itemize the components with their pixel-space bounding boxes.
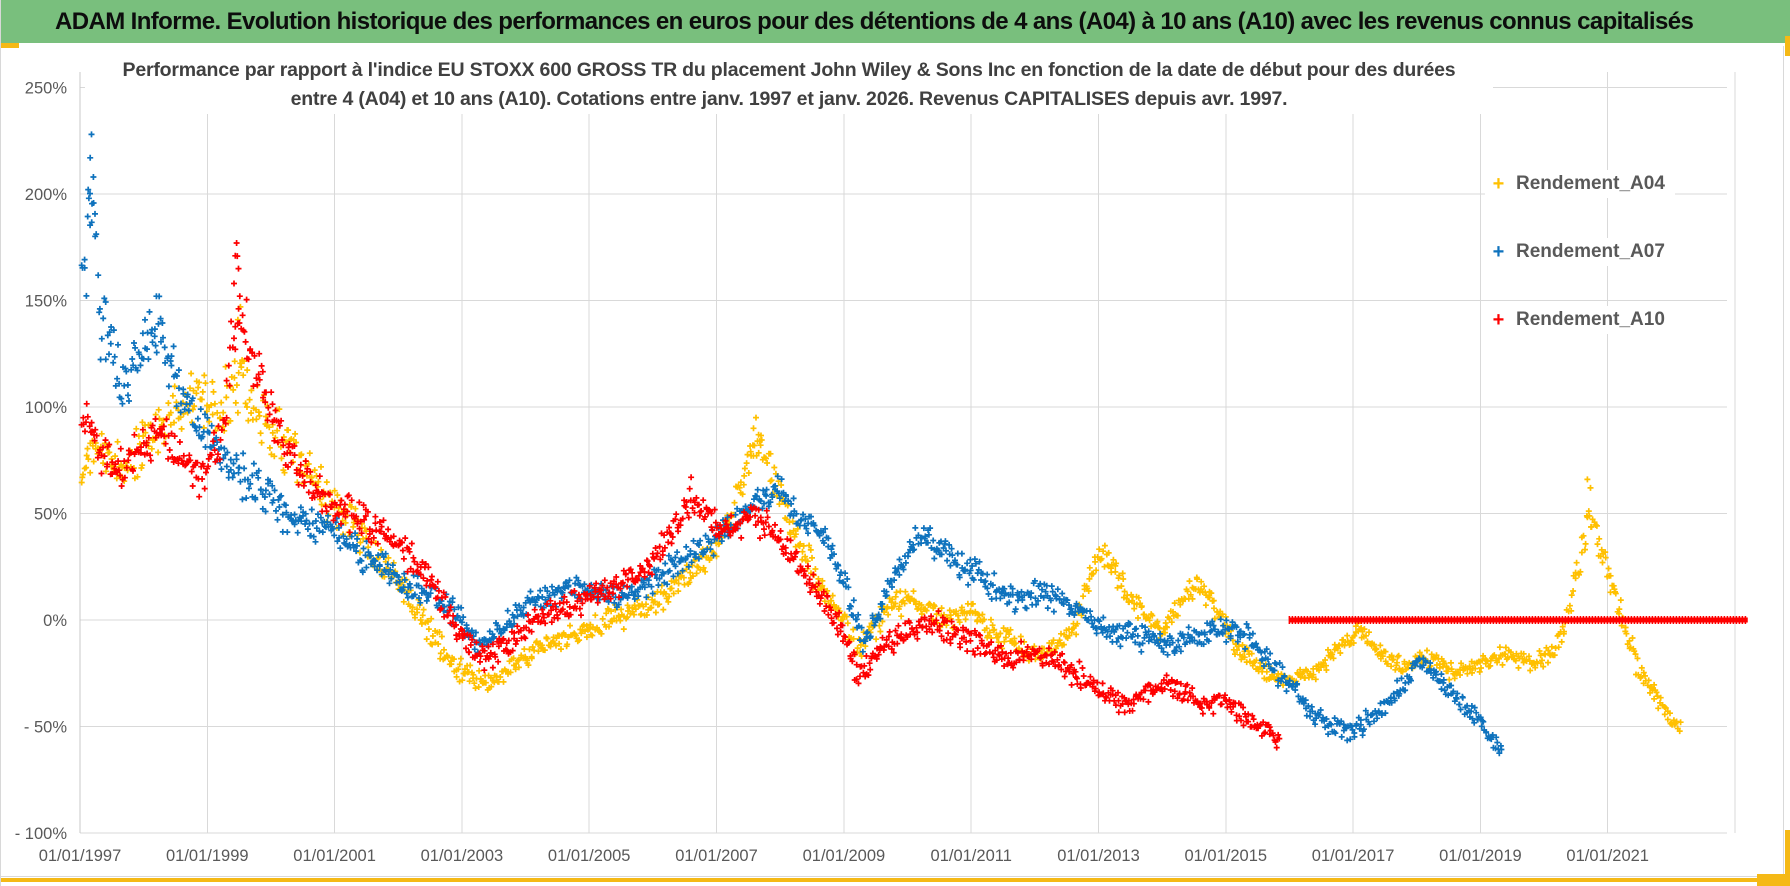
header-bar: ADAM Informe. Evolution historique des p… xyxy=(1,0,1790,43)
chart-border-bottom xyxy=(1,876,1790,877)
x-axis-tick-label: 01/01/2013 xyxy=(1057,847,1140,865)
y-axis-tick-label: 100% xyxy=(25,399,68,417)
legend-label-a10: Rendement_A10 xyxy=(1516,309,1665,330)
x-axis-tick-label: 01/01/1999 xyxy=(166,847,249,865)
y-axis-tick-label: - 100% xyxy=(15,825,68,843)
chart-title[interactable]: Performance par rapport à l'indice EU ST… xyxy=(85,56,1493,114)
y-axis-tick-label: - 50% xyxy=(24,719,67,737)
chart-border-right xyxy=(1783,46,1784,877)
legend-label-a04: Rendement_A04 xyxy=(1516,173,1665,194)
y-axis-tick-label: 250% xyxy=(25,80,68,98)
x-axis-tick-label: 01/01/1997 xyxy=(39,847,122,865)
x-axis-tick-label: 01/01/2005 xyxy=(548,847,631,865)
series-Rendement_A04[interactable] xyxy=(78,303,1684,735)
header-title: ADAM Informe. Evolution historique des p… xyxy=(55,7,1694,35)
plus-marker-a04-icon: + xyxy=(1492,173,1505,195)
legend-entry-rendement-a10[interactable]: + Rendement_A10 xyxy=(1485,306,1675,334)
x-axis-tick-label: 01/01/2007 xyxy=(675,847,758,865)
x-axis-tick-label: 01/01/2021 xyxy=(1566,847,1649,865)
y-axis-tick-label: 50% xyxy=(34,506,67,524)
x-axis-tick-label: 01/01/2011 xyxy=(931,847,1012,865)
selection-handle-top-right xyxy=(1785,36,1790,56)
x-axis-tick-label: 01/01/2001 xyxy=(293,847,376,865)
legend-entry-rendement-a04[interactable]: + Rendement_A04 xyxy=(1485,170,1675,198)
plus-marker-a07-icon: + xyxy=(1492,241,1505,263)
x-axis-tick-label: 01/01/2009 xyxy=(803,847,886,865)
selection-handle-top-left xyxy=(1,43,19,48)
y-axis-tick-label: 150% xyxy=(25,293,68,311)
legend-entry-rendement-a07[interactable]: + Rendement_A07 xyxy=(1485,238,1675,266)
chart-title-line1: Performance par rapport à l'indice EU ST… xyxy=(122,59,1456,81)
y-axis-tick-label: 200% xyxy=(25,186,68,204)
plus-marker-a10-icon: + xyxy=(1492,309,1505,331)
series-Rendement_A07[interactable] xyxy=(78,131,1505,757)
selection-border-right xyxy=(1785,830,1790,886)
series-Rendement_A10[interactable] xyxy=(78,240,1283,751)
x-axis-tick-label: 01/01/2015 xyxy=(1185,847,1268,865)
y-axis-tick-label: 0% xyxy=(43,612,67,630)
series-Rendement_A10-zero-ticks xyxy=(1288,616,1747,624)
selection-border-bottom xyxy=(1,878,1790,882)
chart-title-line2: entre 4 (A04) et 10 ans (A10). Cotations… xyxy=(290,88,1288,110)
x-axis-tick-label: 01/01/2019 xyxy=(1439,847,1522,865)
legend-label-a07: Rendement_A07 xyxy=(1516,241,1665,262)
x-axis-tick-label: 01/01/2003 xyxy=(421,847,504,865)
x-axis-tick-label: 01/01/2017 xyxy=(1312,847,1395,865)
